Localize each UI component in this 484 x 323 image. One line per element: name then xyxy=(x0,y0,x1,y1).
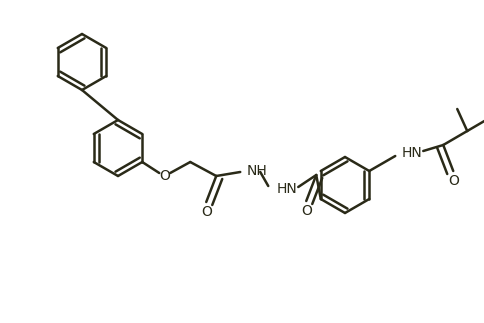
Text: O: O xyxy=(447,174,458,188)
Text: O: O xyxy=(200,205,211,219)
Text: HN: HN xyxy=(276,182,296,196)
Text: O: O xyxy=(158,169,169,183)
Text: NH: NH xyxy=(246,164,267,178)
Text: O: O xyxy=(300,204,311,218)
Text: HN: HN xyxy=(400,146,421,160)
